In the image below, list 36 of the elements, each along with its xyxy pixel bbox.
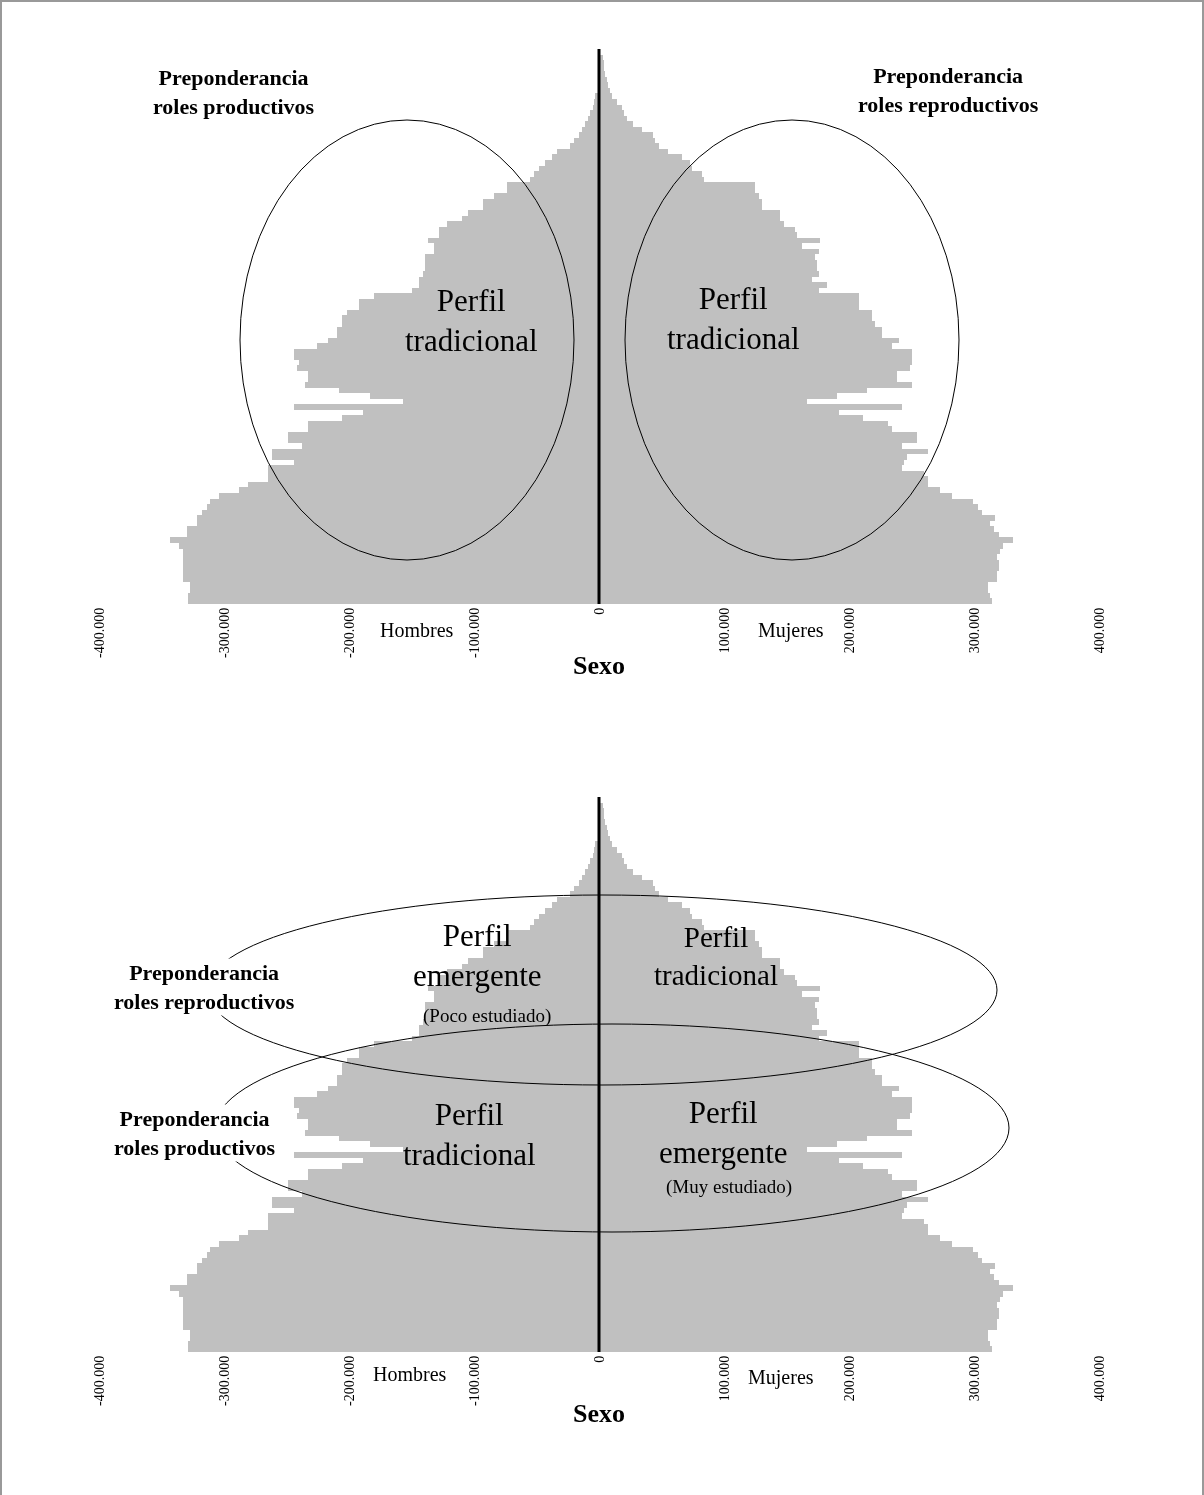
- annotation: Preponderancia roles reproductivos: [858, 63, 1039, 117]
- text: Mujeres: [758, 619, 824, 642]
- x-tick-label: 200.000: [841, 607, 857, 654]
- x-tick-label: -300.000: [216, 1355, 232, 1406]
- annotation: Perfil tradicional: [405, 283, 538, 359]
- x-tick-label: 400.000: [1091, 1355, 1107, 1402]
- x-tick-label: -100.000: [466, 607, 482, 658]
- text: Mujeres: [748, 1366, 814, 1389]
- annotation: Preponderancia roles productivos: [114, 1106, 276, 1160]
- text: Hombres: [373, 1363, 447, 1385]
- x-tick-label: 300.000: [966, 607, 982, 654]
- annotation: Perfil emergente: [413, 918, 542, 994]
- annotation: Preponderancia roles reproductivos: [114, 960, 295, 1014]
- x-tick-label: 0: [591, 607, 607, 615]
- x-tick-label: 200.000: [841, 1355, 857, 1402]
- annotation: (Muy estudiado): [666, 1176, 793, 1198]
- x-tick-label: 100.000: [716, 607, 732, 654]
- x-tick-label: 100.000: [716, 1355, 732, 1402]
- x-tick-label: -400.000: [91, 607, 107, 658]
- x-tick-label: -200.000: [341, 1355, 357, 1406]
- x-tick-label: 300.000: [966, 1355, 982, 1402]
- annotation: Perfil tradicional: [403, 1097, 536, 1173]
- x-axis-title: Sexo: [573, 651, 625, 680]
- annotation: Preponderancia roles productivos: [153, 65, 315, 119]
- x-tick-label: -300.000: [216, 607, 232, 658]
- x-tick-label: -100.000: [466, 1355, 482, 1406]
- x-tick-label: 0: [591, 1355, 607, 1363]
- annotation: Perfil emergente: [659, 1095, 788, 1171]
- text: Hombres: [380, 619, 454, 641]
- annotation: Perfil tradicional: [654, 921, 779, 991]
- x-tick-label: -400.000: [91, 1355, 107, 1406]
- x-axis-title: Sexo: [573, 1399, 625, 1428]
- annotation: (Poco estudiado): [423, 1005, 552, 1027]
- x-tick-label: 400.000: [1091, 607, 1107, 654]
- annotation: Perfil tradicional: [667, 281, 800, 357]
- x-tick-label: -200.000: [341, 607, 357, 658]
